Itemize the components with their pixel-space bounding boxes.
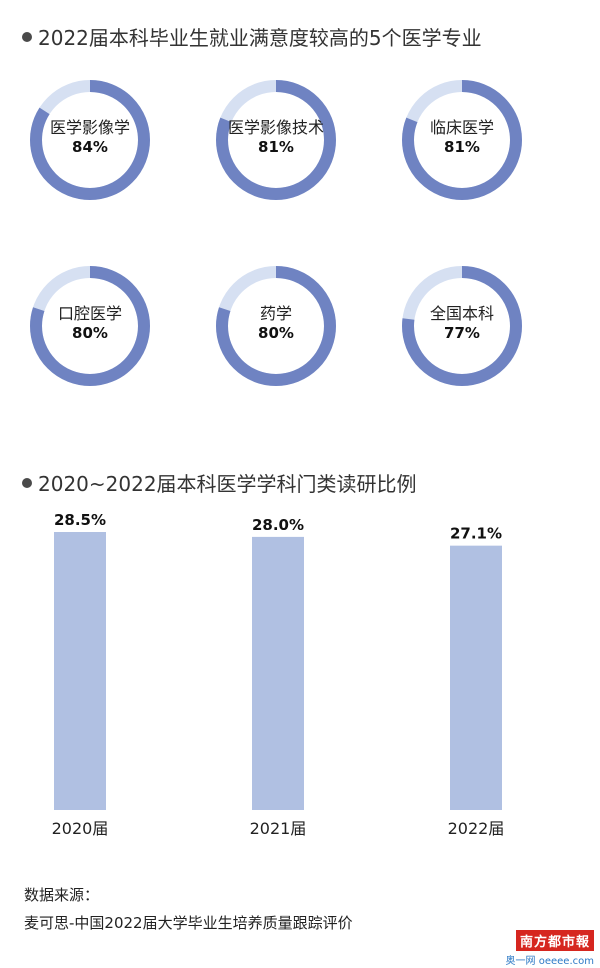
donut-label: 医学影像技术 (227, 118, 324, 137)
donut-label: 临床医学 (429, 118, 494, 137)
donut-value: 81% (444, 138, 480, 156)
donut-ring (216, 266, 336, 386)
donut-1: 医学影像技术 81% (212, 76, 340, 204)
donut-ring (30, 80, 150, 200)
donut-3: 口腔医学 80% (26, 262, 154, 390)
donut-value: 80% (258, 324, 294, 342)
bar-category-label: 2020届 (52, 819, 109, 838)
section-title-satisfaction: 2022届本科毕业生就业满意度较高的5个医学专业 (22, 22, 482, 51)
logo-brand: 南方都市報 (515, 930, 594, 951)
donut-arc-5 (402, 266, 522, 386)
bar-category-label: 2021届 (250, 819, 307, 838)
bar-category-label: 2022届 (448, 819, 505, 838)
bar-0 (54, 532, 106, 810)
bullet-dot-icon (22, 477, 32, 488)
source-text: 麦可思-中国2022届大学毕业生培养质量跟踪评价 (24, 914, 353, 932)
donut-ring (402, 80, 522, 200)
donut-value: 80% (72, 324, 108, 342)
donut-5: 全国本科 77% (398, 262, 526, 390)
donut-value: 84% (72, 138, 108, 156)
donut-arc-1 (216, 80, 336, 200)
donut-arc-4 (216, 266, 336, 386)
bar-value-label: 28.0% (252, 516, 304, 534)
donut-arc-2 (402, 80, 522, 200)
section-title-graduate-rate: 2020~2022届本科医学学科门类读研比例 (22, 468, 417, 497)
donut-label: 药学 (259, 304, 292, 323)
newspaper-logo: 南方都市報 奥一网 oeeee.com (506, 930, 594, 967)
donut-value: 77% (444, 324, 480, 342)
donut-label: 全国本科 (429, 304, 494, 323)
donut-0: 医学影像学 84% (26, 76, 154, 204)
donut-label: 医学影像学 (49, 118, 130, 137)
logo-sub: 奥一网 oeeee.com (505, 956, 594, 967)
donut-ring (216, 80, 336, 200)
donut-ring (402, 266, 522, 386)
donut-value: 81% (258, 138, 294, 156)
bar-chart: 28.5% 2020届 28.0% 2021届 27.1% 2022届 (52, 511, 505, 838)
donut-2: 临床医学 81% (398, 76, 526, 204)
bar-2 (450, 545, 502, 810)
section-title-text: 2022届本科毕业生就业满意度较高的5个医学专业 (38, 26, 482, 50)
donut-label: 口腔医学 (57, 304, 122, 323)
bar-value-label: 28.5% (54, 511, 106, 529)
donut-arc-0 (30, 80, 150, 200)
donut-arc-3 (30, 266, 150, 386)
donut-ring (30, 266, 150, 386)
source-label: 数据来源： (24, 886, 100, 904)
donut-4: 药学 80% (212, 262, 340, 390)
section-title-text: 2020~2022届本科医学学科门类读研比例 (38, 472, 417, 496)
bullet-dot-icon (22, 31, 32, 42)
bar-1 (252, 536, 304, 810)
bar-value-label: 27.1% (450, 525, 502, 543)
